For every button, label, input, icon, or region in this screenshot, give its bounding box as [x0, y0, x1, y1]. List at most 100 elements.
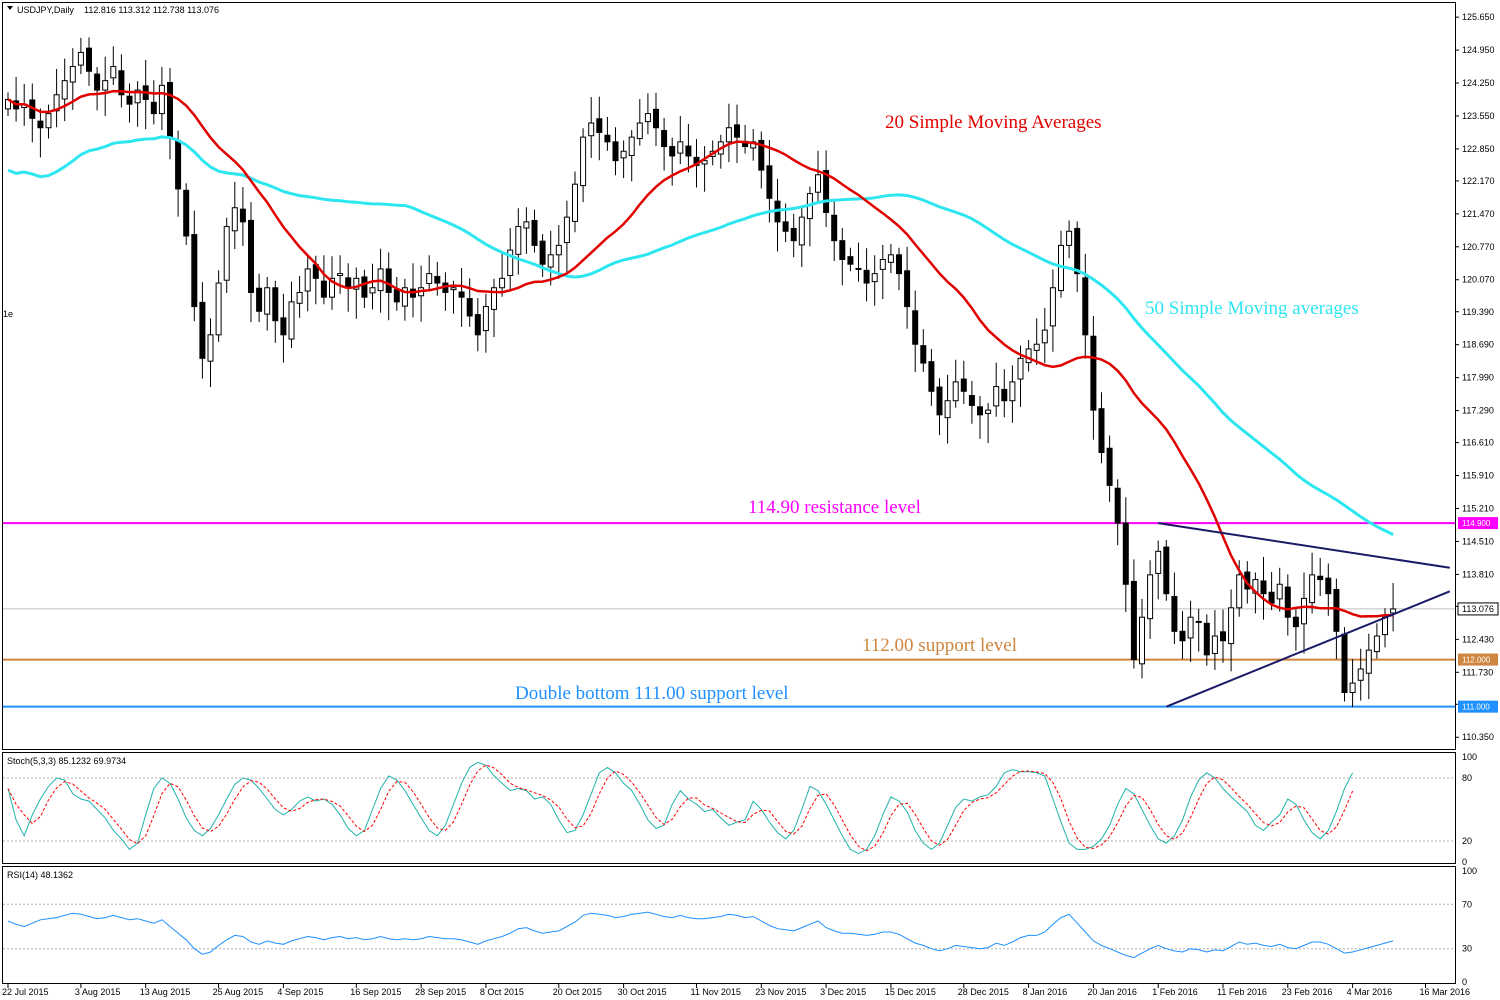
candle [1082, 253, 1089, 359]
candle-body [871, 273, 878, 283]
candle-body [393, 289, 400, 303]
candle [482, 293, 489, 353]
date-tick-label: 28 Sep 2015 [415, 987, 466, 997]
candle [207, 318, 214, 388]
stoch-tick-label: 100 [1462, 752, 1477, 762]
candle-body [1373, 635, 1380, 653]
candle [1171, 572, 1178, 645]
rsi-tick-label: 100 [1462, 866, 1477, 876]
candle-body [1001, 388, 1008, 402]
resistance-annotation: 114.90 resistance level [748, 497, 921, 518]
candle-body [985, 409, 992, 414]
candle [1147, 560, 1154, 639]
candle [1163, 540, 1170, 601]
candle-body [466, 298, 473, 317]
candle [968, 380, 975, 424]
candle [61, 58, 68, 122]
date-tick-label: 3 Dec 2015 [820, 987, 866, 997]
candle [94, 67, 101, 111]
date-tick-label: 16 Mar 2016 [1420, 987, 1471, 997]
candle [110, 46, 117, 85]
candle [766, 139, 773, 223]
candle-body [612, 141, 619, 162]
candle-body [815, 174, 821, 193]
price-tick-label: 115.910 [1462, 471, 1494, 481]
candle [150, 80, 157, 125]
price-tick-label: 117.990 [1462, 373, 1494, 383]
candle-body [920, 345, 927, 364]
candle [329, 256, 335, 310]
candle-body [337, 273, 344, 277]
candle-body [960, 378, 967, 392]
candle [1276, 567, 1283, 612]
candle [304, 256, 311, 312]
candle-body [248, 219, 254, 293]
candle [491, 278, 497, 338]
candle [1049, 269, 1056, 352]
candle-body [1033, 343, 1040, 351]
candle [1195, 608, 1202, 652]
candle [977, 396, 983, 439]
candle-body [264, 287, 271, 315]
candle-body [636, 122, 643, 140]
candle [458, 267, 465, 327]
candle-body [1025, 348, 1032, 364]
candle-body [239, 208, 246, 223]
date-tick-label: 28 Dec 2015 [958, 987, 1009, 997]
candle-body [1155, 550, 1162, 574]
candle [1292, 608, 1299, 651]
candle-body [701, 160, 708, 165]
candle [272, 280, 279, 343]
date-tick-label: 3 Aug 2015 [75, 987, 121, 997]
candle-body [677, 141, 684, 154]
date-tick-label: 25 Aug 2015 [213, 987, 264, 997]
candle-body [839, 240, 846, 261]
price-tick-label: 124.950 [1462, 45, 1495, 55]
left-edge-marker: 1e [3, 309, 13, 319]
symbol-dropdown-icon[interactable] [7, 6, 13, 10]
candle [547, 230, 554, 286]
candle [69, 48, 76, 110]
candle-body [223, 226, 230, 281]
candle-body [45, 113, 52, 129]
rsi-line [7, 911, 1394, 959]
candle-body [361, 276, 368, 298]
candle [256, 273, 263, 323]
candle [993, 362, 1000, 417]
candle-body [863, 269, 870, 284]
candle [815, 150, 821, 202]
level-price-tag [1458, 653, 1498, 666]
candle [1041, 307, 1048, 364]
current-price-tag [1457, 602, 1499, 616]
candle-body [604, 134, 611, 143]
ohlc-header: 112.816 113.312 112.738 113.076 [84, 5, 219, 15]
candle [320, 255, 327, 305]
candle [1187, 600, 1194, 662]
price-tick-label: 114.510 [1462, 536, 1494, 546]
candle-body [628, 136, 635, 156]
candle [677, 115, 684, 164]
candle [288, 281, 295, 348]
candle [904, 246, 911, 329]
candle [563, 200, 570, 273]
candle-body [191, 234, 198, 308]
sma50-line [7, 135, 1394, 536]
candle-body [320, 280, 327, 298]
candle [604, 116, 611, 151]
candle-body [102, 80, 109, 91]
candle-body [588, 122, 595, 137]
date-tick-label: 23 Nov 2015 [755, 987, 806, 997]
candle-body [94, 73, 101, 91]
candle [855, 242, 862, 282]
candle [523, 207, 530, 254]
support-112-annotation: 112.00 support level [862, 635, 1017, 656]
level-price-tag [1458, 700, 1498, 713]
candle-body [725, 127, 732, 143]
candle-body [1139, 616, 1145, 665]
support-111-annotation: Double bottom 111.00 support level [515, 683, 789, 704]
candle [952, 359, 959, 408]
candle-body [175, 140, 182, 190]
candle [1317, 557, 1324, 597]
candle [1130, 559, 1137, 669]
